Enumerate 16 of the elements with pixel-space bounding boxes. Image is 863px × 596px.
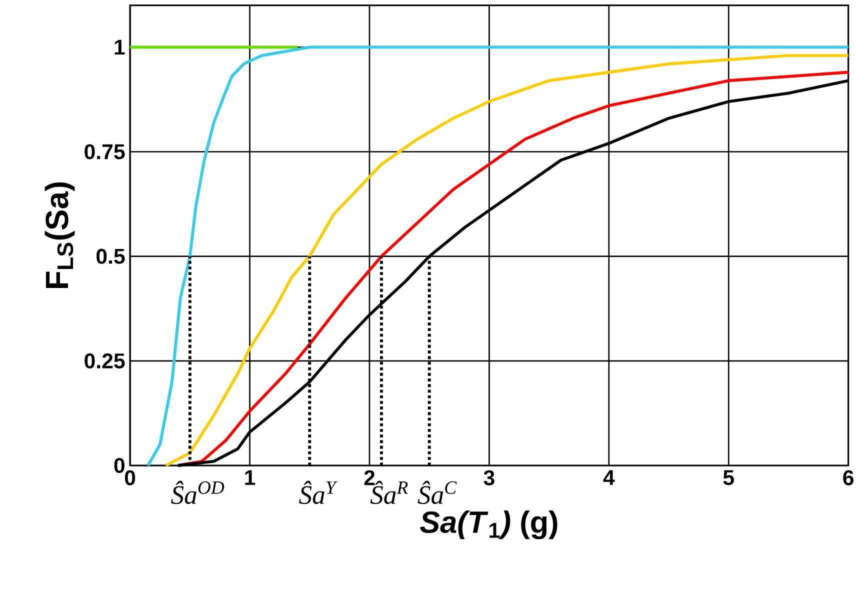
- y-tick-label: 0.25: [84, 353, 125, 368]
- x-tick-label: 0: [124, 470, 136, 486]
- x-tick-label: 5: [723, 470, 734, 485]
- x-tick-label: 6: [843, 470, 854, 486]
- annotation: Ŝa$^{C}$: [418, 480, 457, 504]
- y-tick-label: 0: [114, 458, 124, 473]
- annotation: Ŝa$^{OD}$: [171, 480, 224, 504]
- y-tick-label: 0.75: [84, 144, 125, 160]
- annotation: Ŝa$^{Y}$: [299, 480, 338, 504]
- x-axis-title: Sa(T$_{1}$) (g): [420, 510, 558, 540]
- y-tick-label: 1: [114, 40, 125, 54]
- x-tick-label: 4: [603, 470, 615, 485]
- x-tick-label: 3: [484, 470, 494, 486]
- y-tick-label: 0.5: [96, 248, 125, 264]
- y-axis-title: F$_{LS}$(Sa): [44, 182, 75, 288]
- x-tick-label: 1: [245, 470, 256, 485]
